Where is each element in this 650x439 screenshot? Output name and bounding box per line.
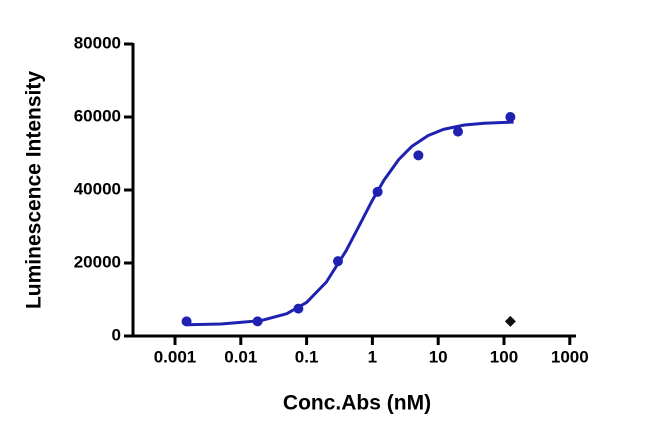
x-tick-label: 100 [490, 347, 518, 366]
y-axis-title: Luminescence Intensity [23, 71, 46, 309]
data-point [452, 126, 463, 137]
x-tick-label: 10 [429, 347, 448, 366]
data-point [413, 150, 424, 161]
x-axis-title: Conc.Abs (nM) [283, 392, 431, 415]
x-tick-label: 1 [368, 347, 377, 366]
x-tick-label: 0.001 [154, 347, 197, 366]
data-point [372, 186, 383, 197]
fit-curve [186, 120, 514, 327]
y-tick-label: 60000 [74, 106, 121, 125]
x-tick-label: 0.1 [295, 347, 319, 366]
data-point [252, 316, 263, 327]
data-point [332, 256, 343, 267]
y-tick-label: 40000 [74, 179, 121, 198]
y-tick-label: 0 [112, 325, 121, 344]
x-tick-label: 0.01 [224, 347, 257, 366]
y-tick-label: 20000 [74, 252, 121, 271]
data-point [293, 303, 304, 314]
x-tick-label: 1000 [551, 347, 589, 366]
data-point [505, 112, 516, 122]
data-point [181, 316, 192, 327]
y-tick-label: 80000 [74, 33, 121, 52]
data-point [504, 315, 516, 327]
